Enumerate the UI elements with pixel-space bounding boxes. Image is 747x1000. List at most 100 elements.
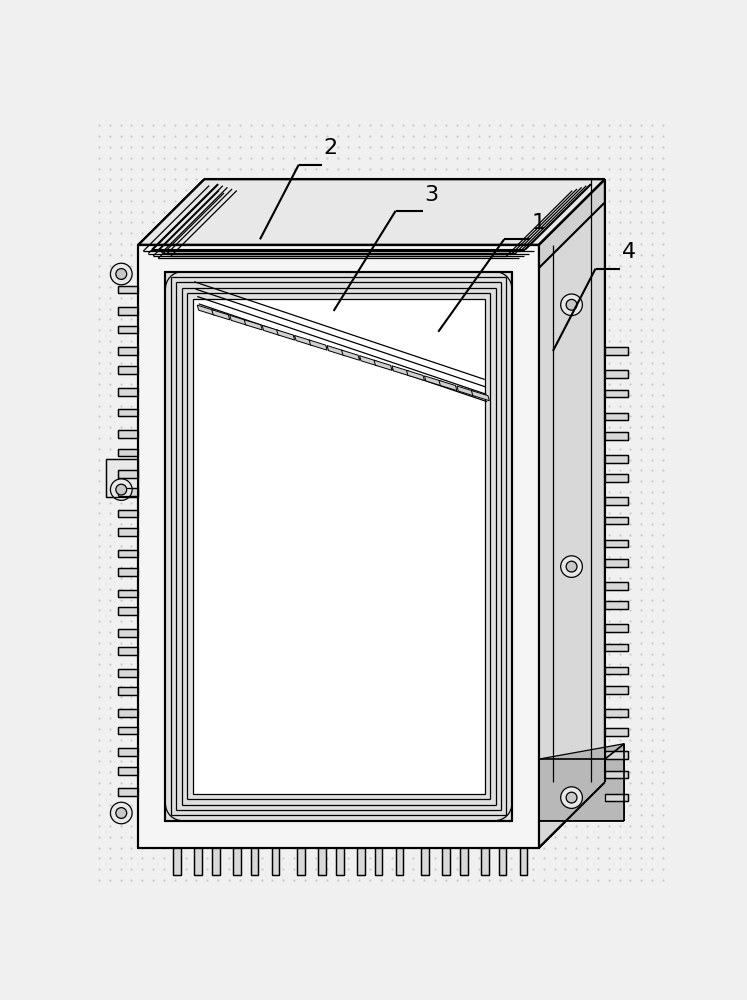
- Polygon shape: [357, 848, 365, 875]
- Circle shape: [566, 792, 577, 803]
- Polygon shape: [605, 794, 628, 801]
- Polygon shape: [309, 340, 327, 350]
- Polygon shape: [605, 559, 628, 567]
- Polygon shape: [118, 409, 138, 416]
- Polygon shape: [471, 390, 489, 401]
- Circle shape: [566, 299, 577, 310]
- Polygon shape: [460, 848, 468, 875]
- Text: 2: 2: [323, 138, 338, 158]
- Polygon shape: [229, 315, 248, 325]
- Polygon shape: [251, 848, 258, 875]
- Polygon shape: [118, 388, 138, 396]
- Polygon shape: [118, 488, 138, 496]
- Polygon shape: [539, 744, 624, 821]
- Text: 1: 1: [531, 213, 545, 233]
- Polygon shape: [276, 330, 294, 340]
- Polygon shape: [605, 582, 628, 590]
- Circle shape: [116, 808, 127, 818]
- Polygon shape: [392, 366, 410, 376]
- Polygon shape: [193, 299, 485, 794]
- Polygon shape: [118, 510, 138, 517]
- Polygon shape: [294, 335, 313, 346]
- Polygon shape: [118, 767, 138, 774]
- Polygon shape: [118, 430, 138, 438]
- Polygon shape: [605, 517, 628, 524]
- Polygon shape: [605, 667, 628, 674]
- Polygon shape: [233, 848, 241, 875]
- Polygon shape: [539, 179, 605, 268]
- Polygon shape: [118, 347, 138, 355]
- Polygon shape: [118, 647, 138, 655]
- Polygon shape: [138, 245, 539, 848]
- Polygon shape: [605, 347, 628, 355]
- Polygon shape: [297, 848, 305, 875]
- Polygon shape: [118, 607, 138, 615]
- Circle shape: [111, 802, 132, 824]
- Polygon shape: [439, 380, 457, 391]
- Polygon shape: [539, 179, 605, 848]
- Polygon shape: [327, 346, 345, 356]
- Circle shape: [111, 479, 132, 500]
- Polygon shape: [118, 286, 138, 293]
- Polygon shape: [605, 389, 628, 397]
- Polygon shape: [118, 568, 138, 576]
- Polygon shape: [118, 590, 138, 597]
- Polygon shape: [359, 356, 377, 366]
- Polygon shape: [118, 326, 138, 333]
- Polygon shape: [118, 709, 138, 717]
- Polygon shape: [118, 449, 138, 456]
- Circle shape: [561, 556, 583, 577]
- Polygon shape: [194, 848, 202, 875]
- Polygon shape: [605, 413, 628, 420]
- Polygon shape: [272, 848, 279, 875]
- Polygon shape: [481, 848, 489, 875]
- Polygon shape: [106, 459, 138, 497]
- Circle shape: [116, 484, 127, 495]
- Polygon shape: [375, 848, 382, 875]
- Polygon shape: [341, 350, 359, 360]
- Polygon shape: [244, 320, 262, 330]
- Polygon shape: [118, 366, 138, 374]
- Polygon shape: [457, 386, 475, 396]
- Polygon shape: [212, 848, 220, 875]
- Polygon shape: [605, 728, 628, 736]
- Circle shape: [116, 269, 127, 279]
- Polygon shape: [118, 727, 138, 734]
- Polygon shape: [520, 848, 527, 875]
- Polygon shape: [211, 310, 230, 320]
- Polygon shape: [118, 748, 138, 756]
- Circle shape: [111, 263, 132, 285]
- Polygon shape: [421, 848, 429, 875]
- Circle shape: [561, 787, 583, 808]
- Polygon shape: [396, 848, 403, 875]
- Circle shape: [566, 561, 577, 572]
- Polygon shape: [605, 771, 628, 778]
- Polygon shape: [118, 687, 138, 695]
- Polygon shape: [118, 470, 138, 478]
- Polygon shape: [118, 528, 138, 536]
- Text: 4: 4: [622, 242, 636, 262]
- Polygon shape: [424, 376, 442, 386]
- Polygon shape: [605, 540, 628, 547]
- Polygon shape: [262, 325, 280, 336]
- Polygon shape: [406, 370, 424, 381]
- Polygon shape: [605, 624, 628, 632]
- Polygon shape: [605, 370, 628, 378]
- Polygon shape: [165, 272, 512, 821]
- Polygon shape: [118, 307, 138, 315]
- Polygon shape: [605, 432, 628, 440]
- Polygon shape: [499, 848, 506, 875]
- Circle shape: [561, 294, 583, 316]
- Polygon shape: [173, 848, 181, 875]
- Polygon shape: [605, 601, 628, 609]
- Polygon shape: [118, 788, 138, 796]
- Polygon shape: [118, 629, 138, 637]
- Polygon shape: [318, 848, 326, 875]
- Text: 3: 3: [424, 185, 438, 205]
- Polygon shape: [118, 669, 138, 677]
- Polygon shape: [605, 455, 628, 463]
- Polygon shape: [336, 848, 344, 875]
- Polygon shape: [138, 179, 605, 245]
- Polygon shape: [442, 848, 450, 875]
- Polygon shape: [605, 751, 628, 759]
